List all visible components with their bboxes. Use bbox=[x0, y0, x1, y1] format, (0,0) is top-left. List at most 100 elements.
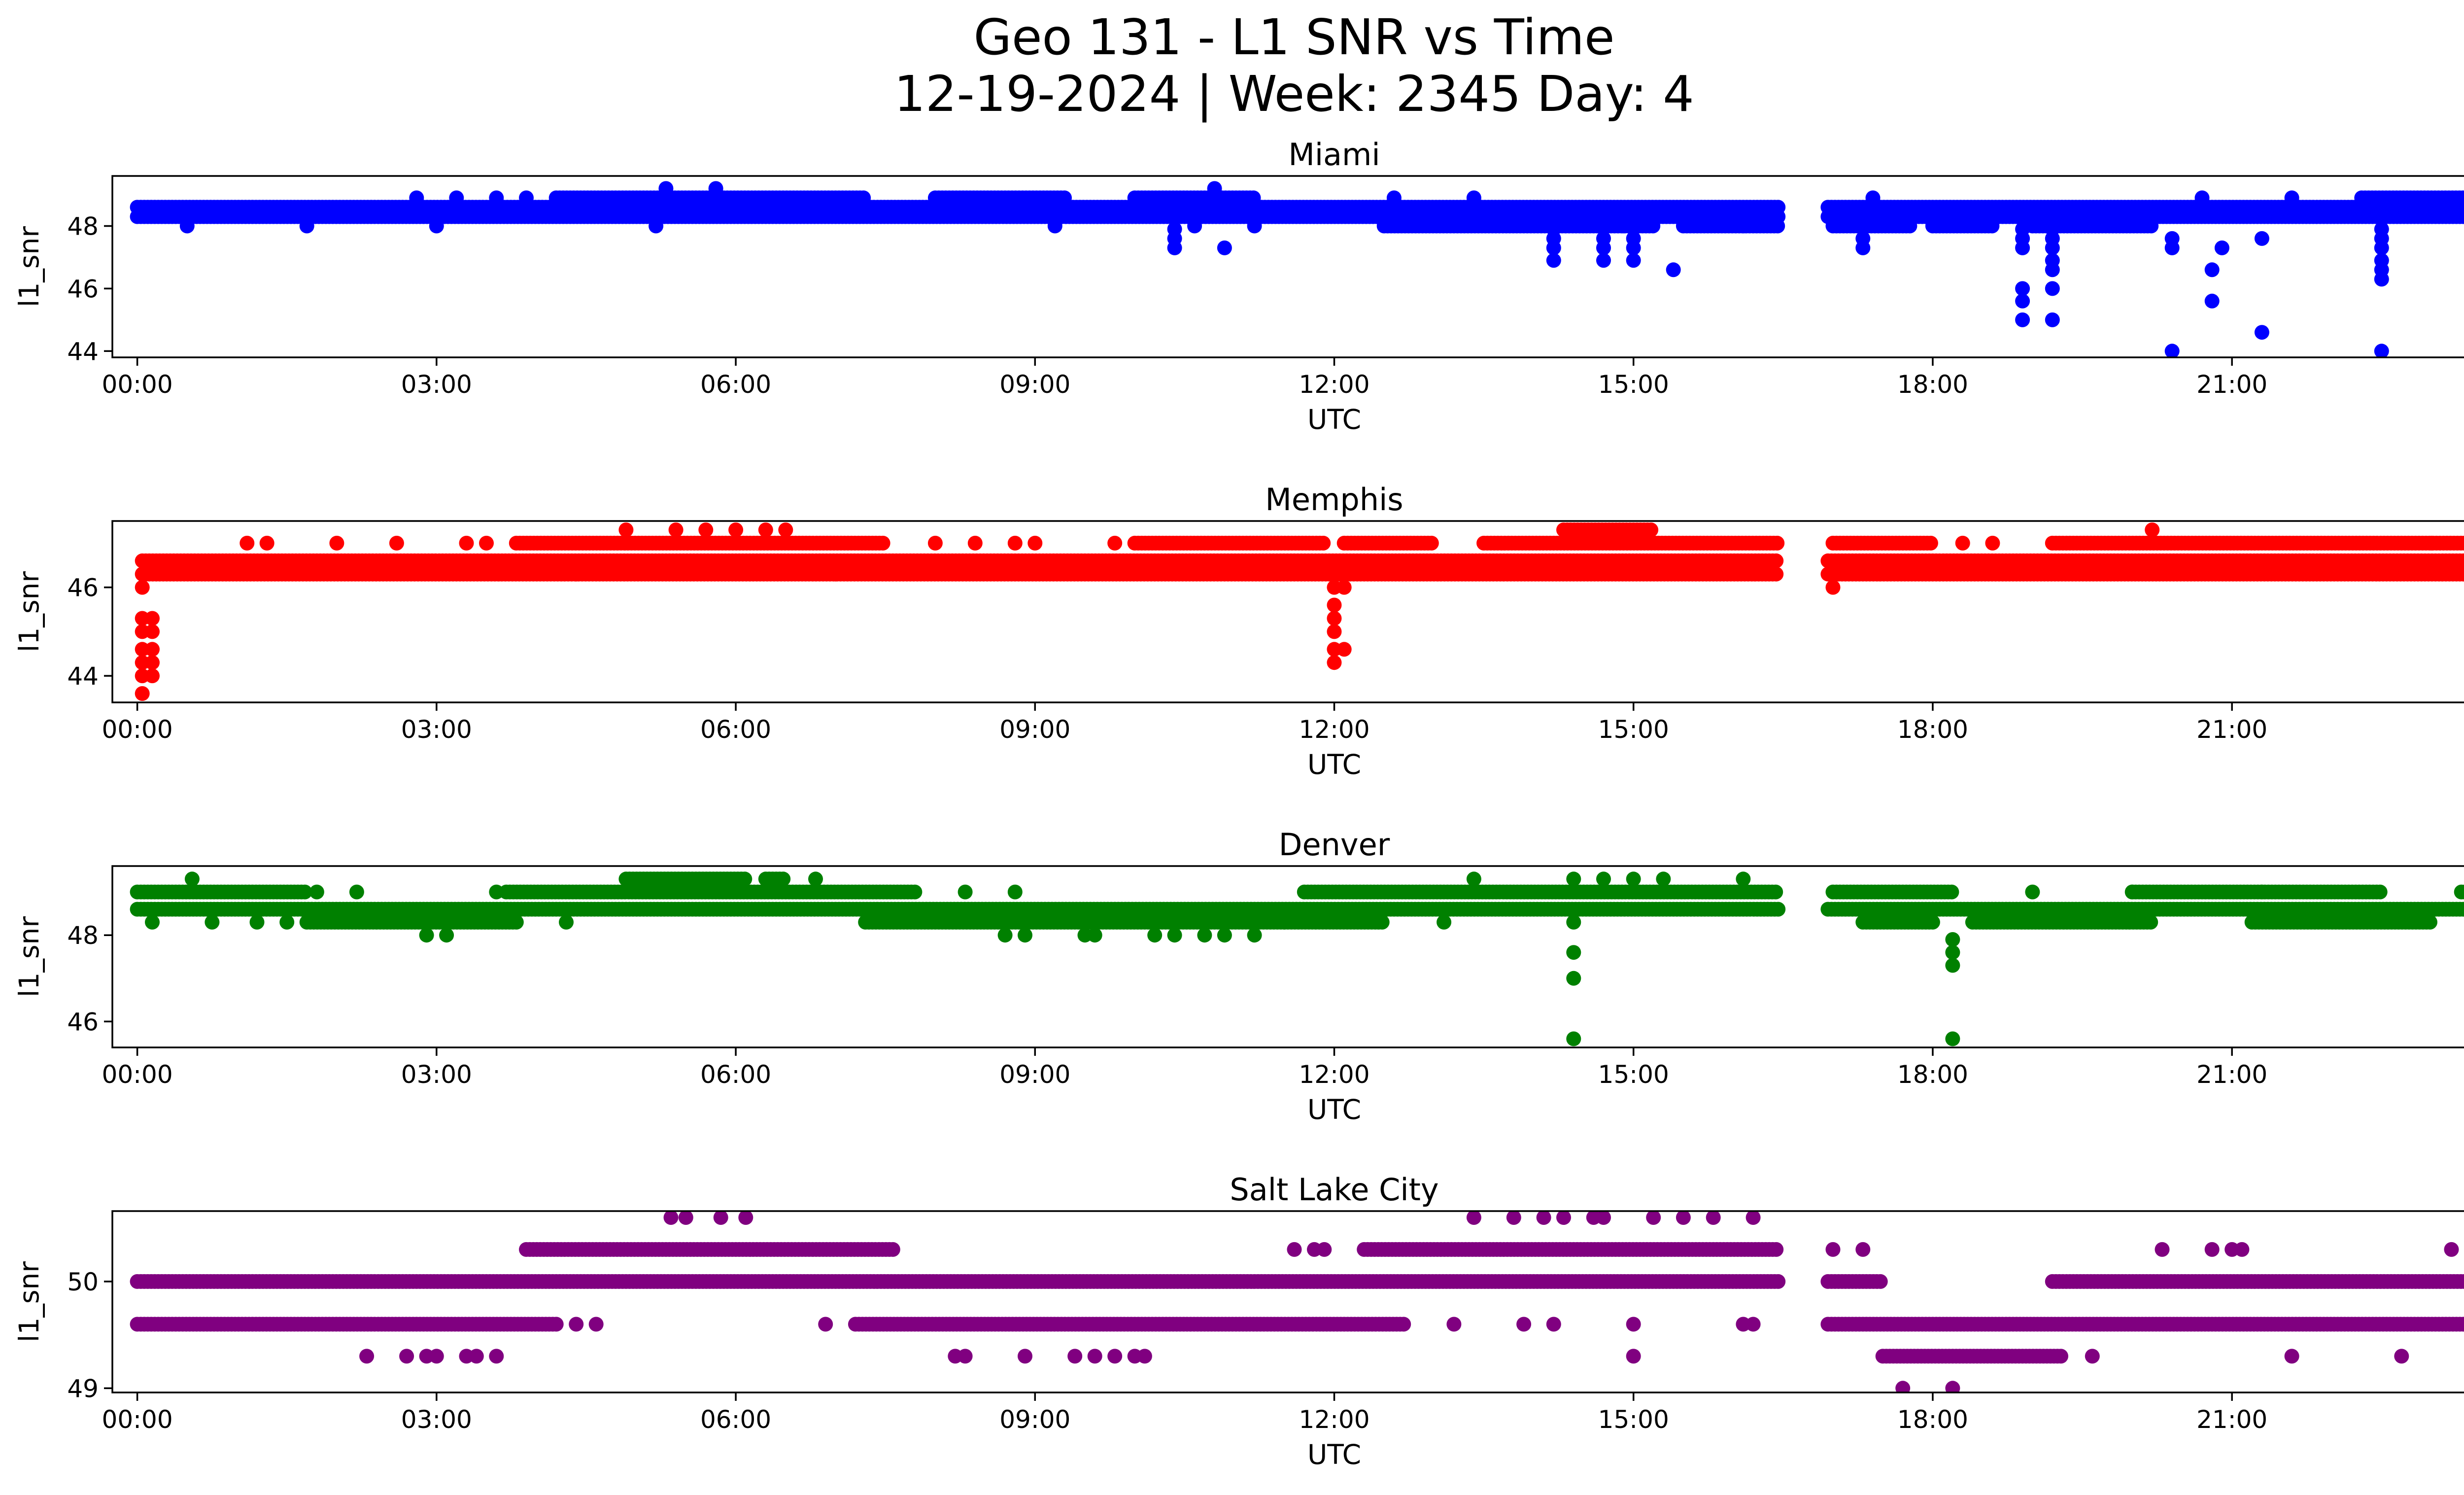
data-point bbox=[1207, 181, 1222, 196]
data-point bbox=[389, 535, 404, 551]
data-point bbox=[1769, 566, 1784, 582]
data-point bbox=[1626, 253, 1641, 268]
data-point bbox=[2463, 557, 2464, 565]
data-point bbox=[1007, 535, 1023, 551]
data-point bbox=[618, 522, 634, 537]
data-point bbox=[1057, 190, 1072, 206]
data-point bbox=[2459, 902, 2464, 916]
x-tick-label: 09:00 bbox=[999, 370, 1070, 399]
data-point bbox=[409, 190, 424, 206]
panel-title: Miami bbox=[1288, 137, 1380, 173]
data-point bbox=[1666, 262, 1681, 278]
data-point bbox=[489, 190, 504, 206]
data-point bbox=[2460, 537, 2464, 550]
x-tick-label: 21:00 bbox=[2196, 370, 2267, 399]
data-point bbox=[297, 884, 312, 900]
data-point bbox=[1855, 240, 1871, 255]
data-point bbox=[1865, 190, 1881, 206]
data-points bbox=[135, 522, 2464, 701]
y-tick-label: 44 bbox=[67, 337, 99, 366]
data-point bbox=[2045, 281, 2060, 296]
data-point bbox=[856, 190, 871, 206]
data-point bbox=[1327, 655, 1342, 670]
x-axis-label: UTC bbox=[1307, 404, 1361, 435]
data-point bbox=[299, 218, 314, 234]
data-point bbox=[758, 522, 773, 537]
data-point bbox=[1825, 580, 1841, 595]
figure-title-line1: Geo 131 - L1 SNR vs Time bbox=[974, 8, 1615, 66]
data-point bbox=[1771, 902, 1786, 917]
data-points bbox=[130, 181, 2464, 357]
data-point bbox=[2463, 212, 2464, 221]
data-point bbox=[778, 522, 793, 537]
y-tick-label: 46 bbox=[67, 275, 99, 303]
data-point bbox=[2045, 240, 2060, 255]
data-point bbox=[1107, 535, 1123, 551]
data-point bbox=[1769, 553, 1784, 568]
data-point bbox=[1316, 535, 1331, 551]
data-point bbox=[2015, 240, 2030, 255]
data-point bbox=[2194, 190, 2210, 206]
data-point bbox=[2164, 240, 2180, 255]
data-point bbox=[1985, 535, 2000, 551]
data-point bbox=[1546, 253, 1561, 268]
data-points bbox=[130, 871, 2464, 1046]
data-point bbox=[2424, 535, 2439, 551]
data-point bbox=[2459, 209, 2464, 224]
data-point bbox=[1768, 884, 1783, 900]
data-point bbox=[1944, 884, 1959, 900]
data-point bbox=[329, 535, 344, 551]
data-point bbox=[1047, 218, 1062, 234]
x-tick-label: 03:00 bbox=[401, 370, 472, 399]
data-point bbox=[2254, 231, 2269, 246]
x-tick-label: 15:00 bbox=[1598, 370, 1669, 399]
data-point bbox=[1616, 218, 1631, 234]
data-point bbox=[1596, 240, 1611, 255]
data-point bbox=[1187, 218, 1202, 234]
data-point bbox=[2145, 522, 2160, 537]
x-tick-label: 06:00 bbox=[700, 715, 771, 744]
data-point bbox=[179, 218, 195, 234]
data-point bbox=[2372, 884, 2388, 900]
data-point bbox=[1327, 624, 1342, 639]
x-tick-label: 09:00 bbox=[999, 715, 1070, 744]
data-point bbox=[2461, 886, 2464, 898]
x-tick-label: 18:00 bbox=[1897, 370, 1968, 399]
data-point bbox=[1336, 642, 1352, 657]
data-point bbox=[2164, 344, 2180, 357]
data-point bbox=[2144, 218, 2159, 234]
data-point bbox=[2015, 281, 2030, 296]
data-point bbox=[145, 642, 160, 657]
data-point bbox=[1327, 611, 1342, 626]
x-tick-label: 18:00 bbox=[1897, 715, 1968, 744]
data-point bbox=[459, 535, 474, 551]
data-point bbox=[145, 611, 160, 626]
data-point bbox=[1955, 535, 1970, 551]
data-point bbox=[2254, 325, 2269, 340]
data-point bbox=[1246, 190, 1261, 206]
data-point bbox=[2045, 312, 2060, 327]
y-axis-label: l1_snr bbox=[13, 226, 45, 307]
data-point bbox=[1626, 240, 1641, 255]
data-point bbox=[2015, 312, 2030, 327]
x-tick-label: 12:00 bbox=[1299, 715, 1369, 744]
data-point bbox=[1247, 218, 1262, 234]
data-point bbox=[2374, 344, 2389, 357]
data-point bbox=[1336, 580, 1352, 595]
x-tick-label: 12:00 bbox=[1299, 370, 1369, 399]
y-tick-label: 48 bbox=[67, 212, 99, 241]
data-point bbox=[135, 686, 150, 701]
data-point bbox=[1736, 218, 1751, 234]
data-point bbox=[1217, 240, 1232, 255]
y-tick-label: 46 bbox=[67, 574, 99, 602]
data-point bbox=[2045, 262, 2060, 278]
data-point bbox=[449, 190, 464, 206]
data-point bbox=[569, 566, 584, 582]
x-tick-label: 00:00 bbox=[102, 370, 173, 399]
panel-title: Memphis bbox=[1265, 482, 1403, 518]
data-point bbox=[1770, 535, 1785, 551]
data-point bbox=[2459, 554, 2464, 568]
